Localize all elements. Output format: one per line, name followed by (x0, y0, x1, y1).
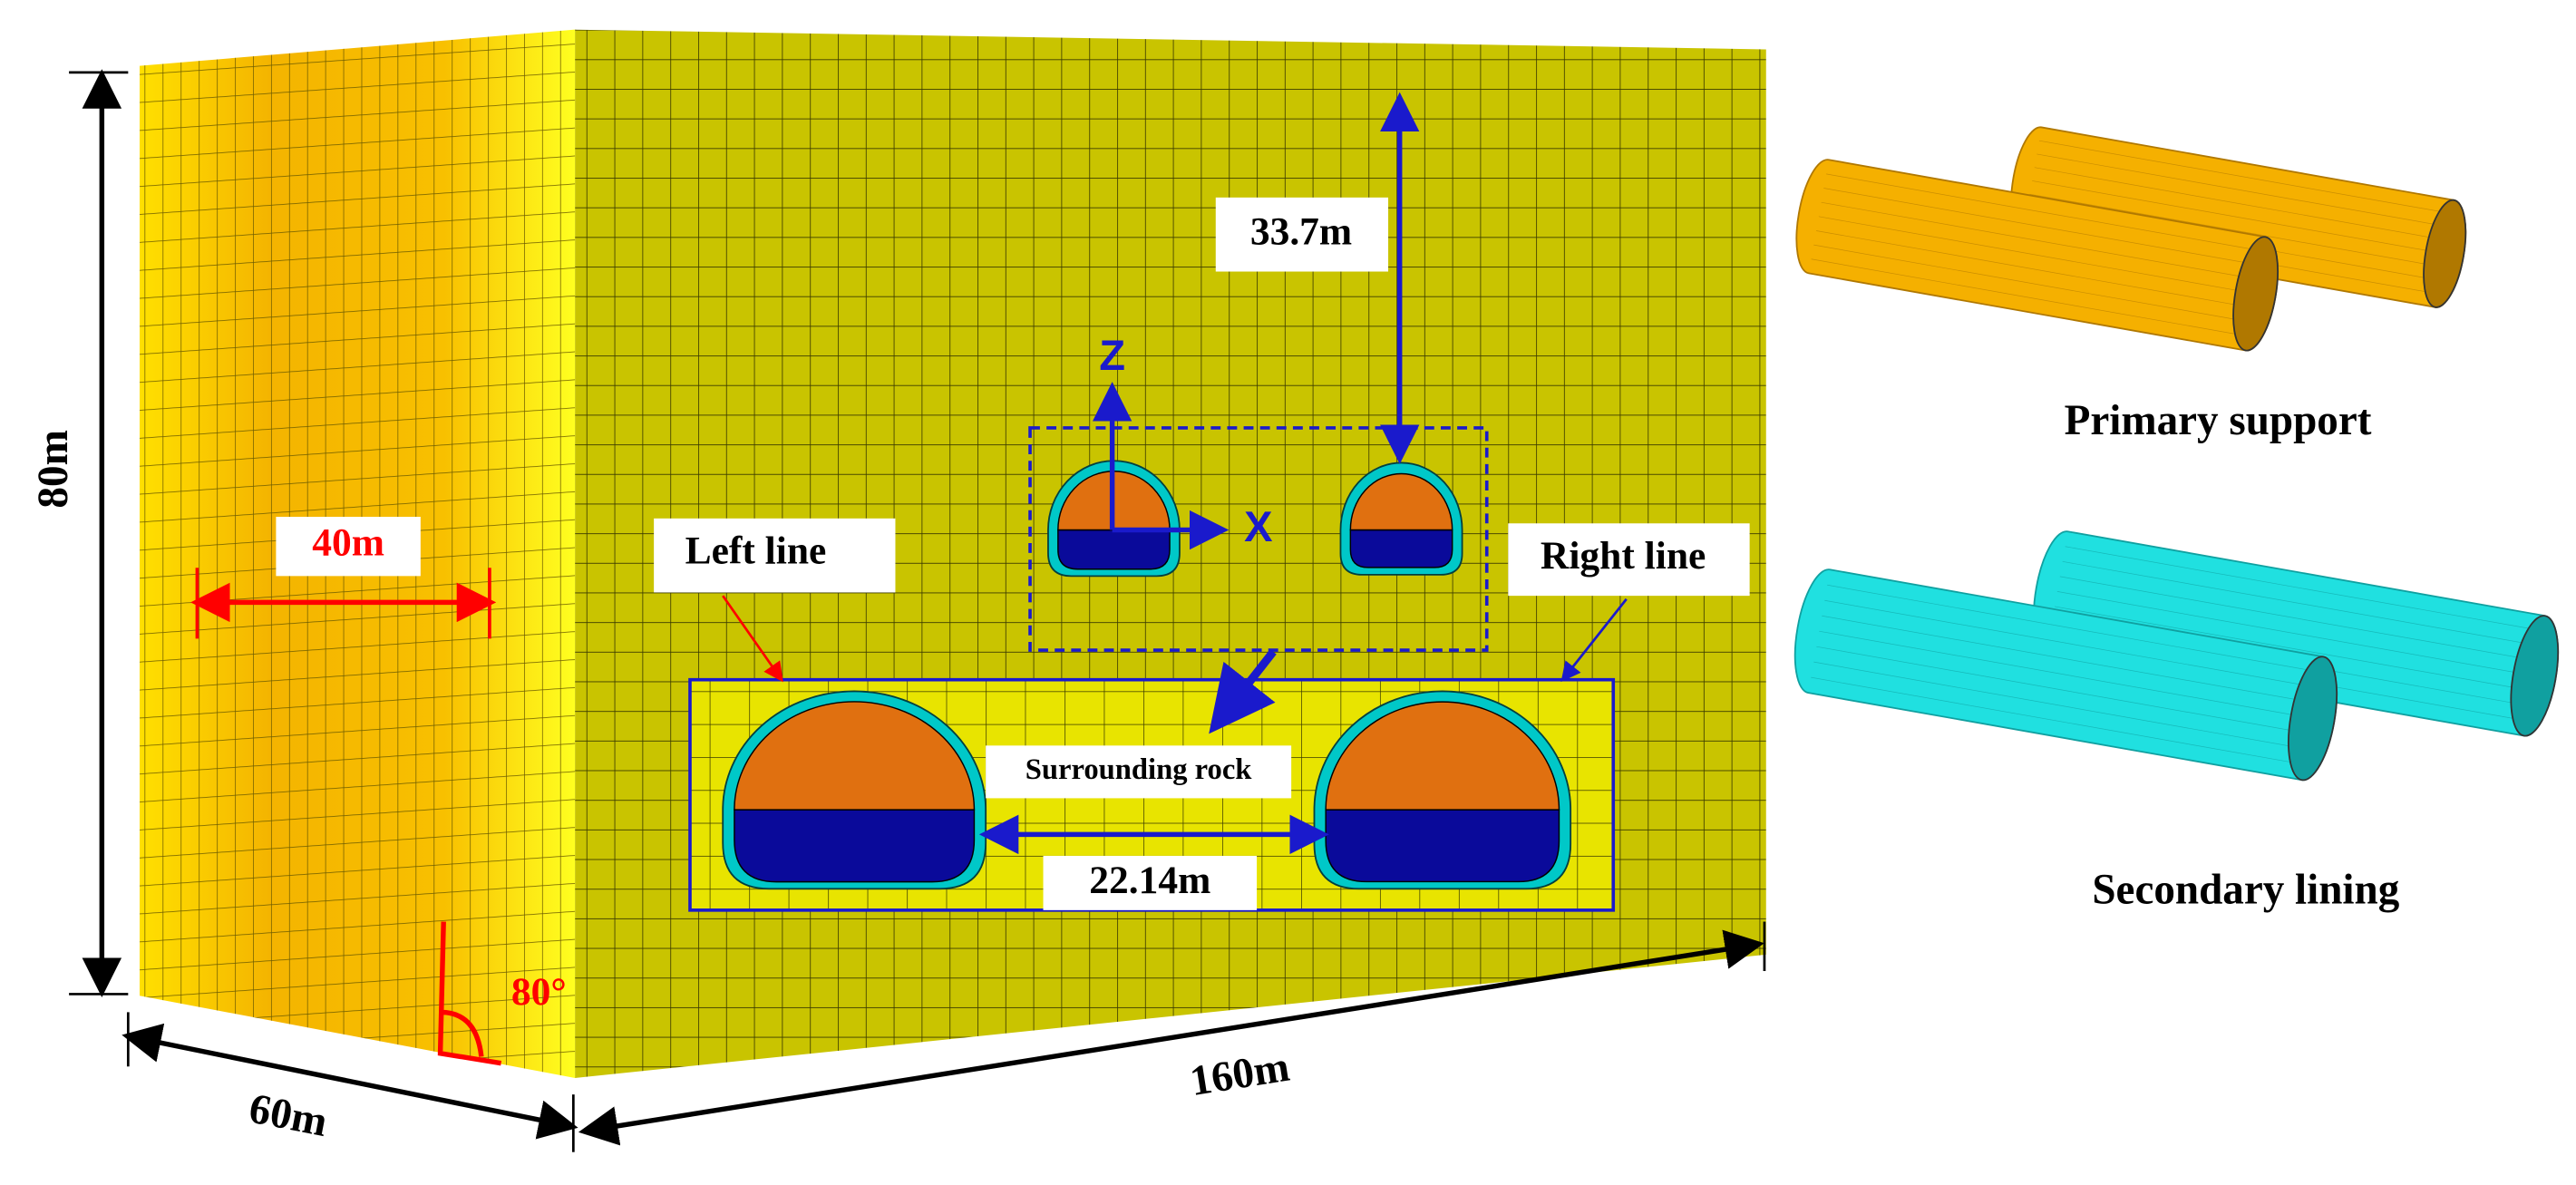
label-box (654, 518, 896, 593)
tube-end (2288, 656, 2338, 782)
height-label: 80m (30, 430, 77, 509)
secondary-lining-label: Secondary lining (2092, 866, 2399, 913)
tube-stripe (1826, 173, 2263, 252)
tube-stripe (2038, 140, 2453, 214)
tube-stripe (1822, 615, 2316, 704)
tube-stripe (2029, 193, 2443, 267)
tube-stripe (2056, 591, 2535, 676)
tube-stripe (2059, 576, 2538, 662)
tube-stripe (1816, 230, 2253, 308)
label-box (1043, 855, 1258, 910)
depth-label: 33.7m (1250, 210, 1352, 254)
zoom-arrow (1209, 649, 1277, 734)
spacing-label: 22.14m (1089, 859, 1210, 902)
tube-end (2232, 236, 2279, 352)
tube-stripe (2034, 167, 2447, 241)
tunnel-heading (734, 701, 976, 811)
length-label: 160m (1187, 1044, 1293, 1106)
tube-stripe (1811, 676, 2305, 765)
tube-stripe (2065, 546, 2543, 632)
tube-stripe (1816, 646, 2310, 734)
primary-support-label: Primary support (2065, 397, 2372, 444)
tube-stripe (2062, 560, 2541, 646)
tube (1795, 159, 2279, 352)
tube-stripe (1811, 258, 2249, 337)
tube-end (2423, 199, 2467, 308)
tunnel-bench (734, 809, 976, 883)
length-arrow (578, 929, 1764, 1146)
tunnel-bench (1057, 529, 1171, 570)
left-line-label: Left line (685, 529, 827, 573)
label-box (1508, 523, 1750, 597)
lining-models (1793, 126, 2560, 782)
pointer (722, 595, 783, 683)
focus-box (1028, 426, 1489, 652)
tube-end (2510, 615, 2560, 737)
label-box (276, 516, 421, 577)
tube-stripe (1823, 188, 2261, 266)
tube-stripe (2032, 180, 2445, 255)
tube-stripe (1818, 216, 2256, 295)
z-label: Z (1099, 331, 1125, 379)
tube-stripe (2054, 606, 2532, 692)
tube-stripe (1824, 599, 2318, 688)
tunnel-bench (1325, 809, 1560, 883)
tube-stripe (2036, 153, 2450, 228)
offset-label: 40m (312, 521, 384, 565)
pointer (1560, 597, 1628, 683)
tunnel-heading (1325, 701, 1560, 811)
surrounding-rock-label: Surrounding rock (1026, 753, 1253, 786)
tunnel-heading (1349, 472, 1453, 531)
tube-stripe (1821, 201, 2259, 280)
label-box (986, 745, 1292, 799)
tube-stripe (1827, 584, 2321, 673)
tube-stripe (1813, 244, 2251, 323)
label-box (1215, 197, 1389, 272)
tunnel-bench (1349, 529, 1453, 568)
angle-label: 80° (511, 970, 567, 1014)
tube-stripe (1813, 661, 2308, 750)
right-line-label: Right line (1541, 534, 1706, 578)
width-arrow (122, 1023, 578, 1140)
width-label: 60m (246, 1084, 332, 1146)
tube-stripe (1819, 630, 2313, 719)
tube (1793, 568, 2338, 782)
x-label: X (1244, 502, 1273, 550)
